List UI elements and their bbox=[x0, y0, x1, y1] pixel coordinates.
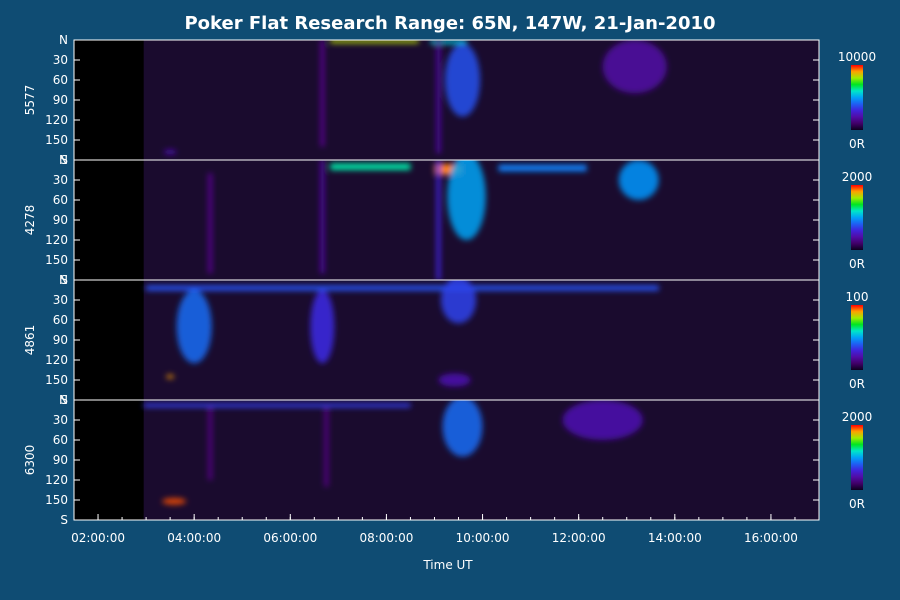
colorbar-max-label: 2000 bbox=[842, 170, 873, 184]
panel-6300: N 30 60 90 120 150 S 6300 2000 0R bbox=[23, 393, 872, 527]
chart-title: Poker Flat Research Range: 65N, 147W, 21… bbox=[184, 13, 715, 34]
panel-4278: N 30 60 90 120 150 S 4278 2000 0R bbox=[23, 153, 872, 287]
emission-streak bbox=[208, 406, 213, 480]
y-tick-label: 60 bbox=[53, 313, 68, 327]
colorbar bbox=[851, 305, 863, 370]
emission-band bbox=[146, 285, 659, 291]
y-tick-label: 90 bbox=[53, 333, 68, 347]
y-tick-label: 150 bbox=[45, 373, 68, 387]
y-tick-label: N bbox=[59, 33, 68, 47]
y-tick-label: S bbox=[60, 153, 68, 167]
emission-streak bbox=[320, 160, 325, 274]
panel-ylabel: 5577 bbox=[23, 85, 37, 116]
emission-features bbox=[143, 400, 643, 505]
emission-blob bbox=[162, 498, 187, 505]
no-data-region bbox=[74, 160, 144, 280]
emission-blob bbox=[176, 290, 212, 364]
emission-band bbox=[434, 164, 463, 175]
emission-streak bbox=[208, 173, 213, 274]
x-tick-label: 16:00:00 bbox=[744, 531, 798, 545]
emission-blob bbox=[438, 373, 471, 387]
y-tick-label: 30 bbox=[53, 173, 68, 187]
y-tick-label: N bbox=[59, 393, 68, 407]
colorbar-min-label: 0R bbox=[849, 377, 865, 391]
x-tick-label: 14:00:00 bbox=[648, 531, 702, 545]
panel-ylabel: 6300 bbox=[23, 445, 37, 476]
emission-band bbox=[430, 40, 467, 44]
y-tick-label: N bbox=[59, 273, 68, 287]
panel-4861: N 30 60 90 120 150 S 4861 100 0R bbox=[23, 273, 868, 407]
emission-blob bbox=[442, 400, 483, 457]
x-tick-label: 04:00:00 bbox=[167, 531, 221, 545]
no-data-region bbox=[74, 400, 144, 520]
emission-streak bbox=[436, 40, 441, 154]
emission-blob bbox=[440, 280, 477, 324]
emission-features bbox=[208, 160, 659, 280]
emission-band bbox=[143, 403, 411, 408]
x-tick-label: 02:00:00 bbox=[71, 531, 125, 545]
y-tick-label: 60 bbox=[53, 193, 68, 207]
emission-blob bbox=[166, 374, 175, 379]
no-data-region bbox=[74, 40, 144, 160]
emission-band bbox=[498, 164, 587, 172]
emission-band bbox=[330, 163, 411, 170]
panel-ylabel: 4278 bbox=[23, 205, 37, 236]
emission-features bbox=[146, 280, 659, 387]
x-tick-label: 12:00:00 bbox=[552, 531, 606, 545]
y-tick-label: 90 bbox=[53, 453, 68, 467]
panel-ylabel: 4861 bbox=[23, 325, 37, 356]
emission-blob bbox=[602, 40, 667, 94]
y-tick-label: S bbox=[60, 393, 68, 407]
colorbar-min-label: 0R bbox=[849, 497, 865, 511]
panel-background bbox=[74, 160, 819, 280]
emission-streak bbox=[436, 160, 441, 280]
emission-streak bbox=[320, 40, 325, 147]
colorbar bbox=[851, 185, 863, 250]
emission-features bbox=[163, 40, 667, 155]
panels-group: N 30 60 90 120 150 S 5577 10000 0R N 30 60 90 120 150 S 4… bbox=[23, 33, 876, 527]
y-tick-label: N bbox=[59, 153, 68, 167]
x-tick-label: 08:00:00 bbox=[359, 531, 413, 545]
emission-blob bbox=[163, 149, 177, 155]
colorbar bbox=[851, 65, 863, 130]
y-tick-label: 150 bbox=[45, 133, 68, 147]
x-axis-label: Time UT bbox=[422, 558, 473, 572]
y-tick-label: 60 bbox=[53, 73, 68, 87]
y-tick-label: 60 bbox=[53, 433, 68, 447]
colorbar bbox=[851, 425, 863, 490]
x-tick-label: 06:00:00 bbox=[263, 531, 317, 545]
emission-blob bbox=[310, 290, 335, 364]
emission-blob bbox=[447, 160, 486, 240]
y-tick-label: 30 bbox=[53, 413, 68, 427]
colorbar-max-label: 10000 bbox=[838, 50, 876, 64]
y-tick-label: S bbox=[60, 273, 68, 287]
emission-blob bbox=[562, 400, 643, 440]
colorbar-min-label: 0R bbox=[849, 257, 865, 271]
panel-background bbox=[74, 40, 819, 160]
no-data-region bbox=[74, 280, 144, 400]
y-tick-label: 150 bbox=[45, 493, 68, 507]
y-tick-label: 90 bbox=[53, 213, 68, 227]
y-tick-label: 30 bbox=[53, 53, 68, 67]
x-tick-label: 10:00:00 bbox=[456, 531, 510, 545]
panel-5577: N 30 60 90 120 150 S 5577 10000 0R bbox=[23, 33, 876, 167]
colorbar-max-label: 100 bbox=[846, 290, 869, 304]
y-tick-label: 120 bbox=[45, 353, 68, 367]
y-tick-label: 120 bbox=[45, 473, 68, 487]
colorbar-min-label: 0R bbox=[849, 137, 865, 151]
y-tick-label: 120 bbox=[45, 233, 68, 247]
emission-band bbox=[330, 40, 419, 43]
y-tick-label: S bbox=[60, 513, 68, 527]
y-tick-label: 150 bbox=[45, 253, 68, 267]
emission-blob bbox=[618, 160, 659, 200]
colorbar-max-label: 2000 bbox=[842, 410, 873, 424]
y-tick-label: 90 bbox=[53, 93, 68, 107]
y-tick-label: 120 bbox=[45, 113, 68, 127]
y-tick-label: 30 bbox=[53, 293, 68, 307]
emission-blob bbox=[444, 43, 481, 117]
emission-streak bbox=[324, 406, 329, 487]
time-axis: 02:00:00 04:00:00 06:00:00 08:00:00 10:00:00… bbox=[71, 514, 820, 545]
